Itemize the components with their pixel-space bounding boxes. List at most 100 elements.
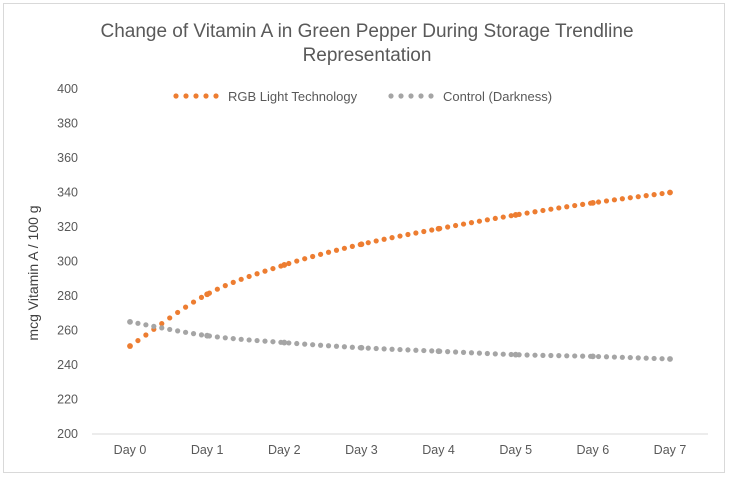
series-dot [540,352,546,358]
series-dot [627,195,633,201]
series-dot [580,201,586,207]
x-tick-label: Day 4 [422,443,455,457]
y-tick-label: 380 [57,117,78,131]
legend-dot [173,93,179,99]
series-dot [659,190,665,197]
series-dot [317,251,324,257]
series-dot [524,210,530,216]
legend: RGB Light Technology Control (Darkness) [173,89,552,104]
x-tick-label: Day 3 [345,443,378,457]
series-dot [500,351,506,357]
series-dot [445,224,451,230]
legend-dot [388,93,394,99]
series-dot [254,337,260,344]
data-point [512,212,519,218]
series-dot [262,268,268,274]
series-dot [143,322,149,328]
series-dot [341,344,348,350]
series-dot [190,331,197,337]
series-dot [365,345,371,351]
y-tick-label: 320 [57,220,78,234]
series-dot [389,235,395,241]
series-dot [373,238,379,244]
data-point [204,291,211,298]
series-dot [175,309,181,316]
legend-dot [428,93,434,99]
data-point [667,189,673,196]
series-dot [397,346,403,353]
legend-dot [193,93,199,99]
series-dot [413,347,419,353]
series-dot [270,339,276,345]
y-tick-label: 360 [57,151,78,165]
series-dot [595,199,602,205]
series-dot [349,344,355,350]
data-point [358,344,365,351]
series-dot [222,335,228,341]
series-dot [603,198,610,204]
legend-item-rgb: RGB Light Technology [173,89,358,104]
series-dot [468,350,475,356]
legend-dot [398,93,404,99]
series-dot [286,340,292,346]
series-dot [405,347,411,353]
series-dot [389,346,395,352]
x-tick-label: Day 2 [268,443,301,457]
series-dot [595,353,602,360]
series-dot [238,276,244,282]
series-dot [302,341,308,347]
series-dot [580,353,586,359]
series-dot [492,351,498,357]
series-dot [349,243,355,249]
series-dot [532,209,538,215]
series-dot [421,347,427,354]
series-dot [476,350,483,356]
data-point [435,348,442,355]
y-tick-label: 340 [57,186,78,200]
data-point [435,225,442,232]
series-dot [135,320,141,326]
series-dot [572,353,578,359]
series-dot [421,228,427,235]
series-dot [182,329,189,335]
y-axis-ticks: 400 380 360 340 320 300 280 260 240 220 200 [57,82,78,441]
data-point [127,318,133,325]
legend-marker-control [388,93,434,99]
series-dot [619,354,625,360]
series-dot [619,196,625,202]
series-dot [659,356,665,362]
series-dot [556,353,562,359]
series-dot [627,354,633,361]
series-dot [651,192,657,198]
y-tick-label: 240 [57,358,78,372]
series-dot [643,355,649,361]
series-control-darkness [127,318,673,362]
series-dot [468,220,475,226]
data-point [204,332,211,339]
series-dot [508,213,514,219]
series-dot [159,321,165,327]
chart-title-line-2: Representation [303,45,432,66]
series-dot [508,351,514,358]
series-dot [246,337,252,343]
x-tick-label: Day 6 [577,443,610,457]
series-dot [325,343,332,349]
series-dot [484,350,490,357]
series-dot [230,335,236,342]
series-dot [564,353,570,359]
series-dot [310,342,316,348]
legend-dot [408,93,414,99]
data-point [358,241,365,248]
legend-label-rgb: RGB Light Technology [228,89,358,104]
series-dot [294,340,300,347]
series-dot [167,326,173,333]
series-dot [524,352,530,358]
legend-dot [203,93,209,99]
series-dot [230,279,236,285]
series-dot [556,205,562,211]
series-dot [151,323,157,329]
series-dot [460,221,467,227]
series-dot [190,299,197,305]
series-dot [302,256,308,262]
series-dot [572,202,578,209]
